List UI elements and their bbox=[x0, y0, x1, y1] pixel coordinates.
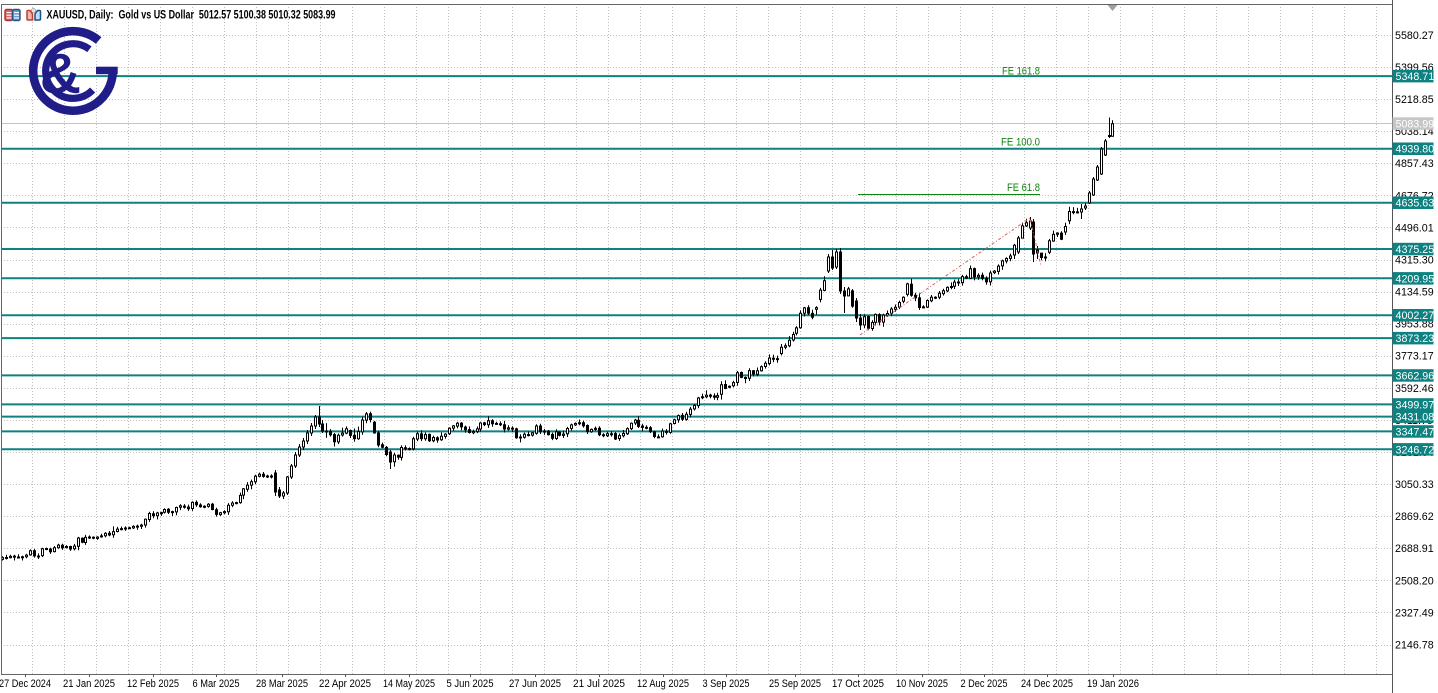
svg-text:28 Mar 2025: 28 Mar 2025 bbox=[256, 678, 308, 690]
svg-text:4857.43: 4857.43 bbox=[1395, 158, 1434, 170]
svg-text:3953.88: 3953.88 bbox=[1395, 319, 1434, 331]
svg-text:3773.17: 3773.17 bbox=[1395, 351, 1434, 363]
svg-text:25 Sep 2025: 25 Sep 2025 bbox=[769, 678, 821, 690]
svg-text:22 Apr 2025: 22 Apr 2025 bbox=[319, 678, 371, 690]
svg-text:21 Jul 2025: 21 Jul 2025 bbox=[573, 678, 625, 690]
svg-text:4496.01: 4496.01 bbox=[1395, 222, 1434, 234]
svg-text:FE 100.0: FE 100.0 bbox=[1001, 137, 1040, 149]
svg-text:3431.08: 3431.08 bbox=[1396, 412, 1435, 424]
svg-text:XAUUSD, Daily: Gold vs US Dol: XAUUSD, Daily: Gold vs US Dollar 5012.57… bbox=[47, 8, 336, 22]
svg-text:4375.25: 4375.25 bbox=[1396, 244, 1435, 256]
svg-text:3662.96: 3662.96 bbox=[1396, 370, 1435, 382]
svg-text:12 Aug 2025: 12 Aug 2025 bbox=[637, 678, 689, 690]
svg-text:&: & bbox=[40, 42, 81, 106]
svg-text:5083.99: 5083.99 bbox=[1396, 119, 1435, 131]
svg-text:27 Dec 2024: 27 Dec 2024 bbox=[0, 678, 51, 690]
svg-text:12 Feb 2025: 12 Feb 2025 bbox=[127, 678, 179, 690]
svg-text:3592.46: 3592.46 bbox=[1395, 383, 1434, 395]
svg-text:4939.80: 4939.80 bbox=[1396, 144, 1435, 156]
svg-text:27 Jun 2025: 27 Jun 2025 bbox=[509, 678, 561, 690]
svg-text:5580.27: 5580.27 bbox=[1395, 30, 1434, 42]
svg-text:3 Sep 2025: 3 Sep 2025 bbox=[703, 678, 750, 690]
svg-text:5348.71: 5348.71 bbox=[1396, 71, 1435, 83]
svg-text:21 Jan 2025: 21 Jan 2025 bbox=[63, 678, 115, 690]
svg-text:5 Jun 2025: 5 Jun 2025 bbox=[447, 678, 494, 690]
svg-text:19 Jan 2026: 19 Jan 2026 bbox=[1087, 678, 1139, 690]
svg-text:3246.72: 3246.72 bbox=[1396, 444, 1435, 456]
svg-text:24 Dec 2025: 24 Dec 2025 bbox=[1021, 678, 1073, 690]
svg-text:6 Mar 2025: 6 Mar 2025 bbox=[193, 678, 240, 690]
svg-text:3347.47: 3347.47 bbox=[1396, 426, 1435, 438]
svg-text:2869.62: 2869.62 bbox=[1395, 511, 1434, 523]
svg-text:FE 61.8: FE 61.8 bbox=[1007, 182, 1040, 194]
svg-text:4134.59: 4134.59 bbox=[1395, 287, 1434, 299]
svg-text:4209.95: 4209.95 bbox=[1396, 273, 1435, 285]
svg-text:3050.33: 3050.33 bbox=[1395, 479, 1434, 491]
svg-text:2508.20: 2508.20 bbox=[1395, 575, 1434, 587]
svg-text:FE 161.8: FE 161.8 bbox=[1002, 66, 1040, 78]
svg-text:2688.91: 2688.91 bbox=[1395, 543, 1434, 555]
svg-text:17 Oct 2025: 17 Oct 2025 bbox=[832, 678, 884, 690]
svg-text:14 May 2025: 14 May 2025 bbox=[383, 678, 435, 690]
svg-text:4635.63: 4635.63 bbox=[1396, 198, 1435, 210]
svg-text:3499.97: 3499.97 bbox=[1396, 399, 1435, 411]
svg-text:5218.85: 5218.85 bbox=[1395, 94, 1434, 106]
svg-text:4315.30: 4315.30 bbox=[1395, 255, 1434, 267]
svg-text:2327.49: 2327.49 bbox=[1395, 607, 1434, 619]
svg-text:2146.78: 2146.78 bbox=[1395, 639, 1434, 651]
svg-text:10 Nov 2025: 10 Nov 2025 bbox=[896, 678, 948, 690]
svg-text:3873.23: 3873.23 bbox=[1396, 333, 1435, 345]
svg-text:4002.27: 4002.27 bbox=[1396, 310, 1435, 322]
svg-text:2 Dec 2025: 2 Dec 2025 bbox=[961, 678, 1008, 690]
